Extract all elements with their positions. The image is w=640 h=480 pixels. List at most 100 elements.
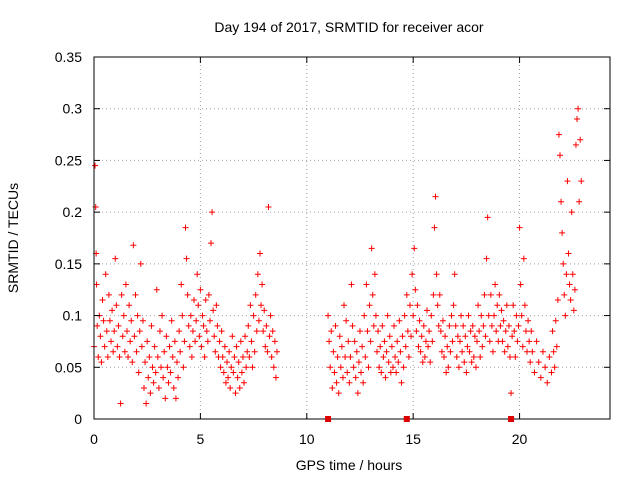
data-point [434, 302, 441, 309]
data-point [522, 328, 529, 335]
data-point [520, 255, 527, 262]
data-point [326, 338, 333, 345]
x-axis-markers [325, 416, 515, 422]
data-point [345, 338, 352, 345]
data-point [558, 198, 565, 205]
data-point [134, 312, 141, 319]
data-point [425, 343, 432, 350]
data-point [197, 286, 204, 293]
data-point [335, 390, 342, 397]
data-point [555, 131, 562, 138]
data-point [235, 359, 242, 366]
data-point [138, 343, 145, 350]
data-point [114, 343, 121, 350]
data-point [446, 322, 453, 329]
data-point [452, 322, 459, 329]
data-point [259, 281, 266, 288]
data-point [380, 353, 387, 360]
data-point [431, 224, 438, 231]
data-point [346, 379, 353, 386]
data-point [329, 384, 336, 391]
data-point [400, 364, 407, 371]
data-point [160, 374, 167, 381]
data-point [142, 359, 149, 366]
data-point [577, 136, 584, 143]
x-tick-label: 0 [90, 431, 98, 447]
data-point [132, 291, 139, 298]
data-point [483, 255, 490, 262]
data-point [158, 364, 165, 371]
data-point [135, 369, 142, 376]
data-point [237, 338, 244, 345]
data-point [513, 312, 520, 319]
data-point [349, 322, 356, 329]
data-point [338, 343, 345, 350]
data-point [198, 343, 205, 350]
data-point [465, 312, 472, 319]
data-point [186, 343, 193, 350]
y-tick-label: 0.25 [55, 152, 82, 168]
data-point [553, 343, 560, 350]
data-point [574, 116, 581, 123]
data-point [228, 364, 235, 371]
data-point [404, 328, 411, 335]
data-point [271, 338, 278, 345]
data-point [136, 328, 143, 335]
data-point [517, 281, 524, 288]
data-point [562, 312, 569, 319]
data-point [244, 348, 251, 355]
data-point [177, 348, 184, 355]
data-point [552, 317, 559, 324]
data-point [116, 353, 123, 360]
data-point [144, 338, 151, 345]
data-point [403, 291, 410, 298]
data-point [121, 348, 128, 355]
data-point [563, 271, 570, 278]
data-point [384, 312, 391, 319]
data-point [441, 353, 448, 360]
data-point [564, 178, 571, 185]
data-point [535, 359, 542, 366]
data-point [356, 328, 363, 335]
data-point [179, 312, 186, 319]
data-point [389, 364, 396, 371]
data-point [155, 384, 162, 391]
data-point [110, 348, 117, 355]
data-point [330, 348, 337, 355]
data-point [460, 322, 467, 329]
data-point [461, 359, 468, 366]
data-point [191, 297, 198, 304]
data-point [230, 369, 237, 376]
data-point [378, 369, 385, 376]
data-point [209, 209, 216, 216]
data-point [502, 328, 509, 335]
data-point [504, 343, 511, 350]
data-point [491, 312, 498, 319]
data-point [111, 328, 118, 335]
data-point [339, 374, 346, 381]
data-point [512, 353, 519, 360]
data-point [428, 312, 435, 319]
data-point [212, 348, 219, 355]
data-point [568, 209, 575, 216]
data-point [459, 348, 466, 355]
data-point [539, 348, 546, 355]
data-points [91, 105, 585, 407]
data-point [352, 374, 359, 381]
data-point [466, 348, 473, 355]
data-point [101, 343, 108, 350]
data-point [216, 338, 223, 345]
data-point [560, 260, 567, 267]
y-tick-label: 0.05 [55, 359, 82, 375]
data-point [205, 291, 212, 298]
data-point [361, 312, 368, 319]
data-point [167, 369, 174, 376]
data-point [266, 333, 273, 340]
data-point [211, 333, 218, 340]
data-point [363, 281, 370, 288]
data-point [261, 307, 268, 314]
data-point [415, 343, 422, 350]
y-tick-label: 0.15 [55, 256, 82, 272]
data-point [156, 328, 163, 335]
data-point [369, 291, 376, 298]
